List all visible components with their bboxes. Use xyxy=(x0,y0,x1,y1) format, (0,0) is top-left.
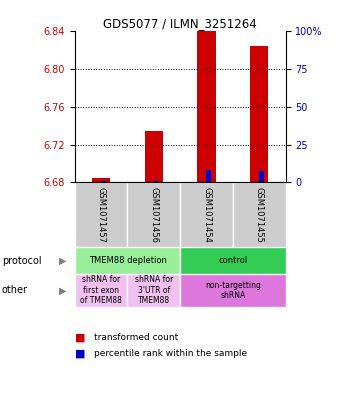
Text: non-targetting
shRNA: non-targetting shRNA xyxy=(205,281,261,300)
Text: TMEM88 depletion: TMEM88 depletion xyxy=(88,256,167,265)
Bar xyxy=(128,182,180,247)
Text: transformed count: transformed count xyxy=(94,334,178,342)
Bar xyxy=(75,274,128,307)
Text: shRNA for
3'UTR of
TMEM88: shRNA for 3'UTR of TMEM88 xyxy=(135,275,173,305)
Bar xyxy=(233,182,286,247)
Text: percentile rank within the sample: percentile rank within the sample xyxy=(94,349,246,358)
Bar xyxy=(206,170,211,182)
Bar xyxy=(128,274,180,307)
Text: GSM1071457: GSM1071457 xyxy=(97,187,106,243)
Bar xyxy=(75,247,180,274)
Bar xyxy=(92,178,111,182)
Text: other: other xyxy=(2,285,28,296)
Text: ■: ■ xyxy=(75,333,85,343)
Title: GDS5077 / ILMN_3251264: GDS5077 / ILMN_3251264 xyxy=(103,17,257,30)
Text: ■: ■ xyxy=(75,349,85,359)
Bar xyxy=(144,130,163,182)
Text: GSM1071454: GSM1071454 xyxy=(202,187,211,243)
Text: protocol: protocol xyxy=(2,256,41,266)
Bar xyxy=(180,274,286,307)
Bar xyxy=(101,181,106,182)
Bar xyxy=(154,181,158,182)
Text: GSM1071456: GSM1071456 xyxy=(149,187,158,243)
Text: control: control xyxy=(218,256,248,265)
Bar xyxy=(250,46,269,182)
Text: ▶: ▶ xyxy=(59,256,67,266)
Bar xyxy=(180,182,233,247)
Text: ▶: ▶ xyxy=(59,285,67,296)
Text: shRNA for
first exon
of TMEM88: shRNA for first exon of TMEM88 xyxy=(80,275,122,305)
Text: GSM1071455: GSM1071455 xyxy=(255,187,264,243)
Bar xyxy=(197,31,216,182)
Bar xyxy=(75,182,128,247)
Bar xyxy=(259,171,264,182)
Bar xyxy=(180,247,286,274)
